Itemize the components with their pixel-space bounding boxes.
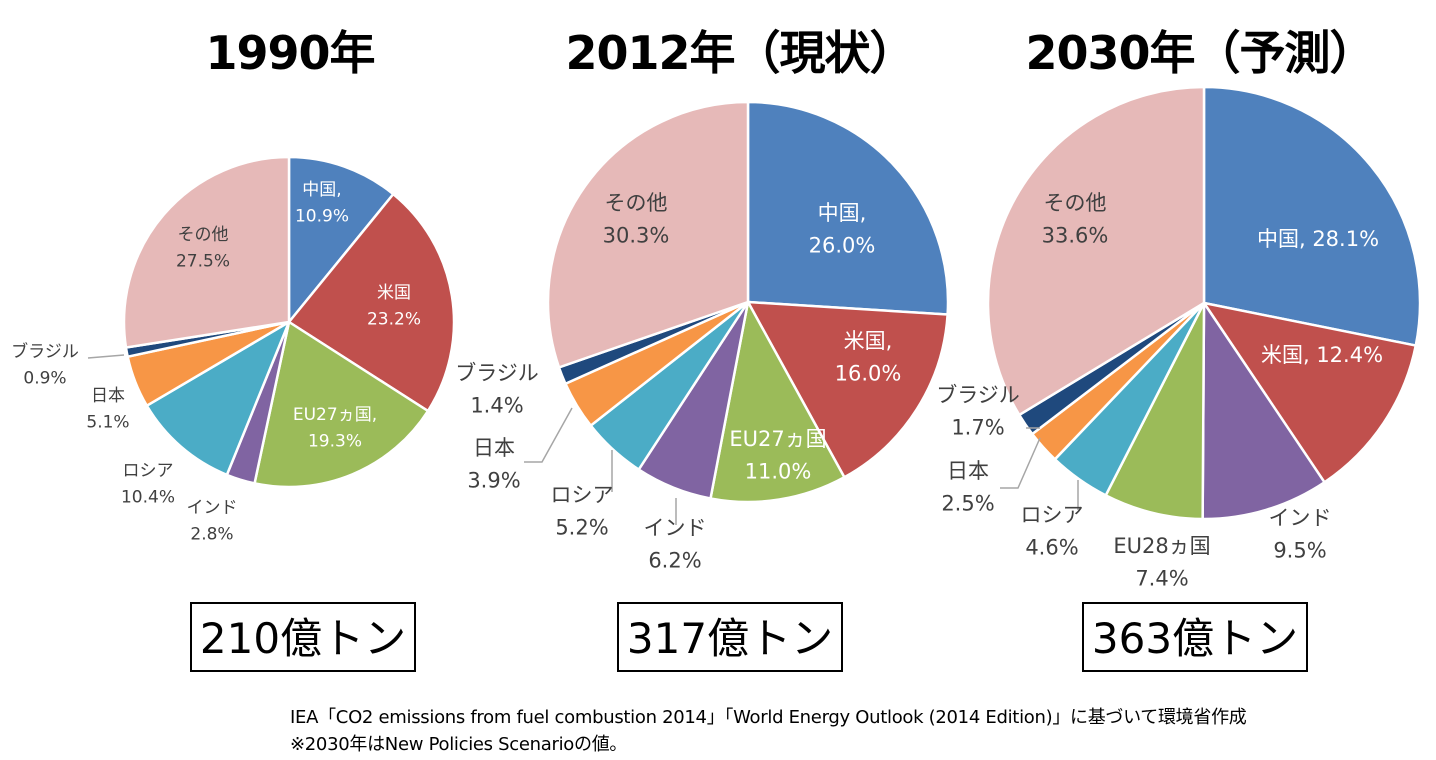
data-label-2-1: 米国, 12.4% [1261,343,1383,367]
data-label-2-7: その他 33.6% [1042,191,1109,248]
total-box-1990: 210億トン [190,602,416,672]
data-label-1-6: ブラジル 1.4% [455,361,539,418]
data-label-1-2: EU27ヵ国 11.0% [729,427,826,484]
data-label-0-0: 中国, 10.9% [295,180,349,226]
data-label-1-0: 中国, 26.0% [809,201,876,258]
leader-line-1-5 [524,407,573,463]
pie-slice-1-2 [709,298,847,504]
data-label-2-4: ロシア 4.6% [1021,503,1084,560]
pie-slice-0-7 [122,155,291,349]
data-label-0-3: インド 2.8% [187,498,238,544]
data-label-1-4: ロシア 5.2% [551,483,614,540]
pie-0 [122,155,456,489]
data-label-2-3: EU28ヵ国 7.4% [1113,534,1210,591]
data-label-2-6: ブラジル 1.7% [936,383,1020,440]
total-box-2012: 317億トン [617,602,843,672]
pie-slice-0-0 [287,155,396,326]
data-label-0-7: その他 27.5% [176,225,230,271]
leader-line-0-6 [87,354,125,359]
data-label-1-5: 日本 3.9% [467,436,520,493]
data-label-2-0: 中国, 28.1% [1257,227,1379,251]
pie-2 [986,85,1422,521]
data-label-1-3: インド 6.2% [644,516,707,573]
pie-slice-1-1 [745,300,949,479]
chart-title-2012: 2012年（現状） [565,26,915,80]
source-note: IEA「CO2 emissions from fuel combustion 2… [290,704,1247,758]
data-label-0-6: ブラジル 0.9% [11,341,79,388]
data-label-2-5: 日本 2.5% [941,459,994,516]
pie-slice-2-3 [1104,302,1206,521]
leader-line-2-5 [1000,437,1041,489]
data-label-1-1: 米国, 16.0% [835,329,902,386]
data-label-1-7: その他 30.3% [603,191,670,248]
pie-slice-2-0 [1202,85,1422,348]
pie-slice-2-2 [1201,298,1327,521]
pie-slice-1-7 [546,100,750,369]
pie-slice-0-2 [253,319,430,489]
data-label-2-2: インド 9.5% [1269,506,1332,563]
pie-slice-0-4 [145,319,292,477]
pie-slice-0-1 [287,192,456,413]
data-label-0-5: 日本 5.1% [86,386,129,432]
pie-slice-1-0 [746,100,950,316]
data-label-0-4: ロシア 10.4% [121,461,175,507]
chart-title-2030: 2030年（予測） [1025,26,1375,80]
data-label-0-2: EU27ヵ国, 19.3% [293,405,377,451]
source-line-2: ※2030年はNew Policies Scenarioの値。 [290,734,628,755]
total-box-2030: 363億トン [1082,602,1308,672]
pie-slice-2-7 [986,85,1206,417]
source-line-1: IEA「CO2 emissions from fuel combustion 2… [290,707,1247,728]
data-label-0-1: 米国 23.2% [367,283,421,329]
chart-title-1990: 1990年 [205,26,375,80]
pie-1 [546,100,950,504]
pie-slice-2-1 [1201,301,1418,485]
